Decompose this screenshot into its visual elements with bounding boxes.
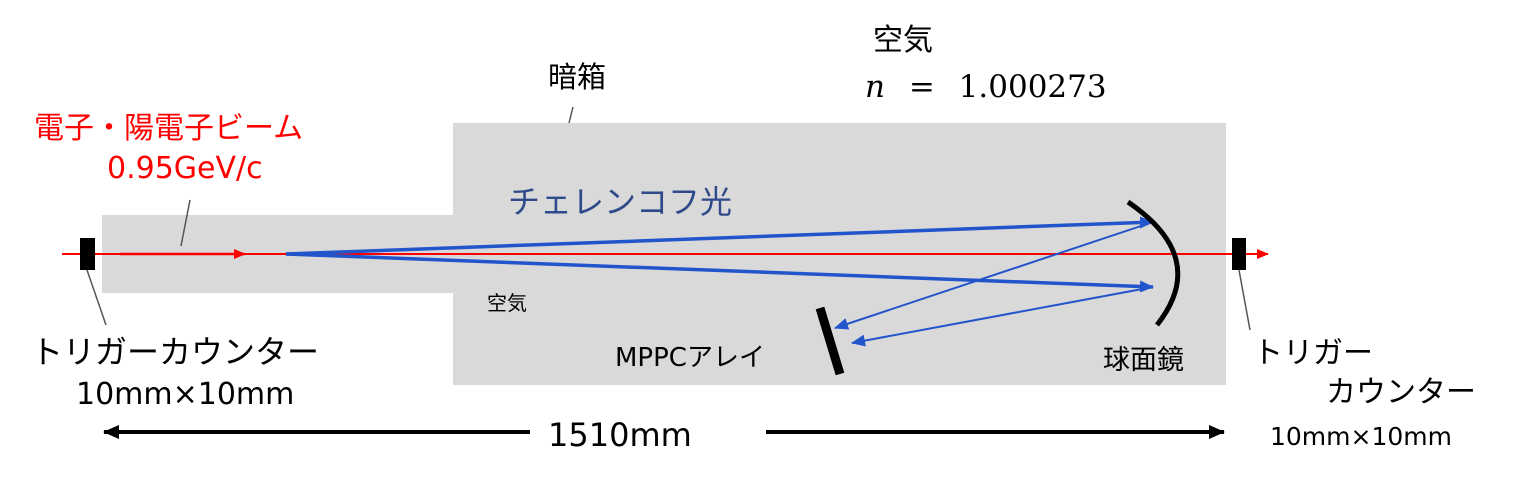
refractive-index-equals: = (909, 69, 935, 105)
reflected-ray-upper (834, 221, 1154, 330)
refractive-index-symbol: n (865, 69, 885, 105)
length-dimension-label: 1510mm (548, 416, 692, 454)
trigger-counter-right-leader (1238, 269, 1251, 331)
spherical-mirror-arc (1126, 199, 1181, 327)
dark-box-label: 暗箱 (548, 60, 606, 94)
trigger-counter-right-size: 10mm×10mm (1270, 422, 1452, 451)
beam-label: 電子・陽電子ビーム (34, 111, 303, 146)
mppc-array-label: MPPCアレイ (615, 343, 765, 373)
mppc-array-bar (815, 306, 845, 376)
dark-box-leader-line (568, 106, 574, 124)
spherical-mirror-label: 球面鏡 (1103, 345, 1184, 376)
trigger-counter-left-size: 10mm×10mm (76, 377, 294, 412)
beam-momentum-label: 0.95GeV/c (107, 151, 263, 186)
beam-leader-line (180, 199, 191, 247)
trigger-counter-right-label-line1: トリガー (1253, 336, 1373, 371)
trigger-counter-left-leader (86, 269, 107, 326)
trigger-counter-left-label: トリガーカウンター (31, 333, 319, 371)
cherenkov-ray-lower (285, 252, 1154, 293)
dark-box-inner-medium-label: 空気 (487, 291, 527, 315)
cherenkov-ray-upper (285, 216, 1154, 256)
medium-label: 空気 (873, 23, 933, 58)
reflected-ray-lower (851, 286, 1154, 347)
trigger-counter-right-label-line2: カウンター (1326, 375, 1476, 410)
trigger-counter-left-block (80, 238, 95, 270)
cherenkov-light-label: チェレンコフ光 (508, 183, 732, 221)
trigger-counter-right-block (1232, 238, 1246, 270)
refractive-index-label: n = 1.000273 (865, 69, 1107, 105)
refractive-index-value: 1.000273 (959, 69, 1107, 105)
